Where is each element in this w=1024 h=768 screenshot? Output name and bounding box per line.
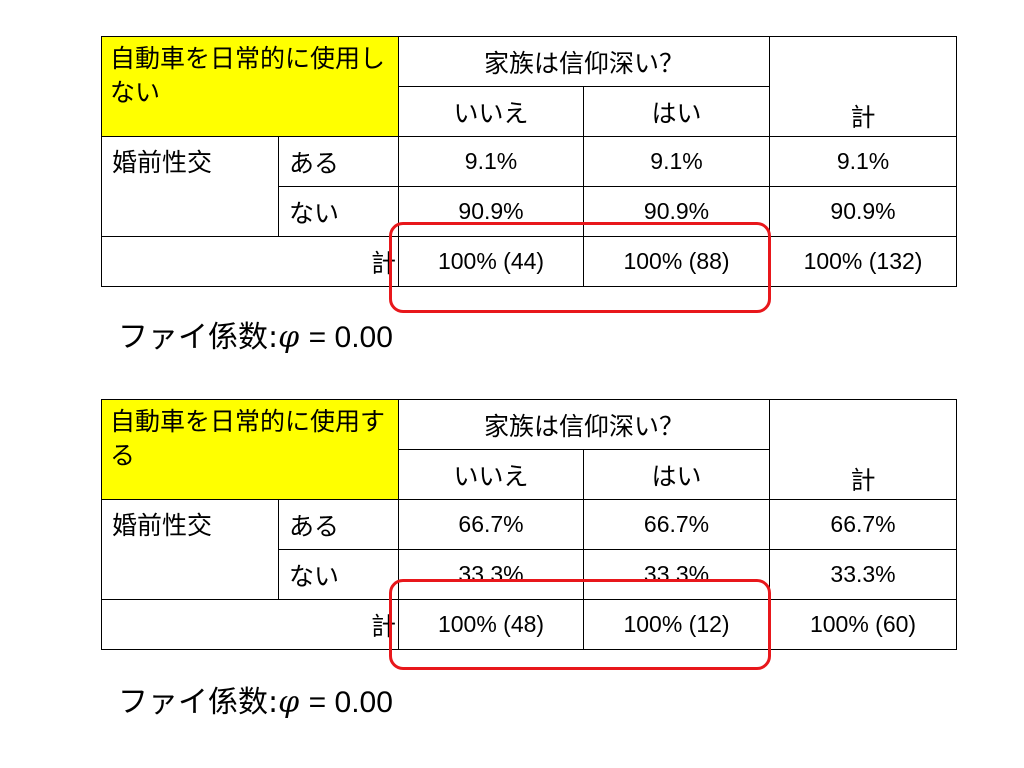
- phi-coefficient-2: ファイ係数:φ = 0.00: [118, 677, 393, 721]
- table-cell: 9.1%: [583, 136, 771, 187]
- table-cell: 33.3%: [769, 549, 958, 600]
- table-cell: 66.7%: [769, 499, 958, 550]
- row-label-no: ない: [277, 549, 400, 600]
- row-label-no: ない: [277, 186, 400, 237]
- phi-colon: :: [268, 320, 279, 355]
- phi-label: ファイ係数: [118, 685, 268, 720]
- phi-coefficient-1: ファイ係数:φ = 0.00: [118, 312, 393, 356]
- crosstab-table-1: 自動車を日常的に使用しない 家族は信仰深い？ 計 いいえ はい 婚前性交 ある …: [100, 36, 958, 287]
- total-cell: 100% (12): [583, 599, 771, 650]
- total-row-label: 計: [100, 599, 400, 650]
- phi-colon: :: [268, 685, 279, 720]
- total-row-label: 計: [100, 236, 400, 287]
- corner-label: 自動車を日常的に使用しない: [100, 36, 400, 137]
- total-cell: 100% (88): [583, 236, 771, 287]
- total-column-header: 計: [769, 36, 958, 137]
- total-cell: 100% (48): [398, 599, 585, 650]
- total-cell: 100% (60): [769, 599, 958, 650]
- total-column-header: 計: [769, 399, 958, 500]
- phi-value: = 0.00: [308, 321, 393, 354]
- column-header-no: いいえ: [398, 86, 585, 137]
- row-group-header: 婚前性交: [101, 136, 279, 237]
- table-cell: 9.1%: [769, 136, 958, 187]
- table-cell: 66.7%: [398, 499, 585, 550]
- table-cell: 33.3%: [583, 549, 771, 600]
- row-label-yes: ある: [277, 136, 400, 187]
- table-cell: 90.9%: [769, 186, 958, 237]
- corner-label: 自動車を日常的に使用する: [100, 399, 400, 500]
- row-group-header: 婚前性交: [101, 499, 279, 600]
- column-group-header: 家族は信仰深い？: [398, 399, 771, 450]
- column-header-yes: はい: [583, 449, 771, 500]
- column-group-header: 家族は信仰深い？: [398, 36, 771, 87]
- column-header-yes: はい: [583, 86, 771, 137]
- total-cell: 100% (44): [398, 236, 585, 287]
- table-cell: 33.3%: [398, 549, 585, 600]
- highlight-box-1: [389, 222, 771, 313]
- row-label-yes: ある: [277, 499, 400, 550]
- phi-label: ファイ係数: [118, 320, 268, 355]
- phi-symbol: φ: [278, 685, 300, 720]
- table-cell: 66.7%: [583, 499, 771, 550]
- total-cell: 100% (132): [769, 236, 958, 287]
- highlight-box-2: [389, 579, 771, 670]
- phi-symbol: φ: [278, 320, 300, 355]
- column-header-no: いいえ: [398, 449, 585, 500]
- table-cell: 9.1%: [398, 136, 585, 187]
- phi-value: = 0.00: [308, 686, 393, 719]
